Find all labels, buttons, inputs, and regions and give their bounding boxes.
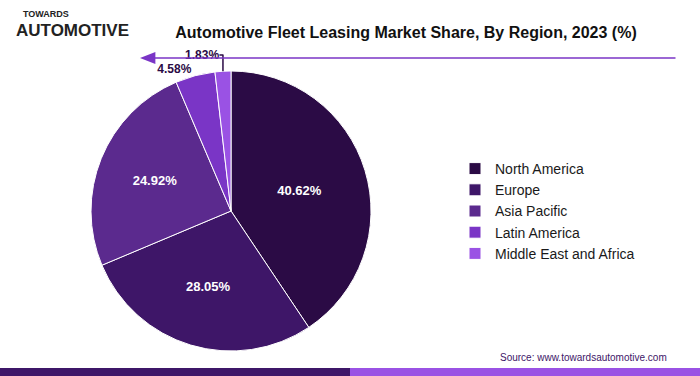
svg-text:4.58%: 4.58% bbox=[157, 62, 191, 76]
svg-text:28.05%: 28.05% bbox=[186, 279, 231, 294]
svg-text:Middle East and Africa: Middle East and Africa bbox=[495, 246, 635, 262]
svg-text:Latin America: Latin America bbox=[495, 225, 580, 241]
svg-text:North America: North America bbox=[495, 161, 584, 177]
svg-text:40.62%: 40.62% bbox=[277, 183, 322, 198]
svg-text:TOWARDS: TOWARDS bbox=[23, 9, 69, 19]
svg-text:Automotive Fleet Leasing Marke: Automotive Fleet Leasing Market Share, B… bbox=[175, 24, 636, 41]
svg-text:24.92%: 24.92% bbox=[133, 173, 178, 188]
svg-text:Europe: Europe bbox=[495, 182, 540, 198]
svg-text:Source: www.towardsautomotive.: Source: www.towardsautomotive.com bbox=[500, 352, 667, 363]
svg-text:AUTOMOTIVE: AUTOMOTIVE bbox=[16, 21, 129, 40]
svg-text:Asia Pacific: Asia Pacific bbox=[495, 203, 567, 219]
svg-text:1.83%: 1.83% bbox=[185, 48, 219, 62]
